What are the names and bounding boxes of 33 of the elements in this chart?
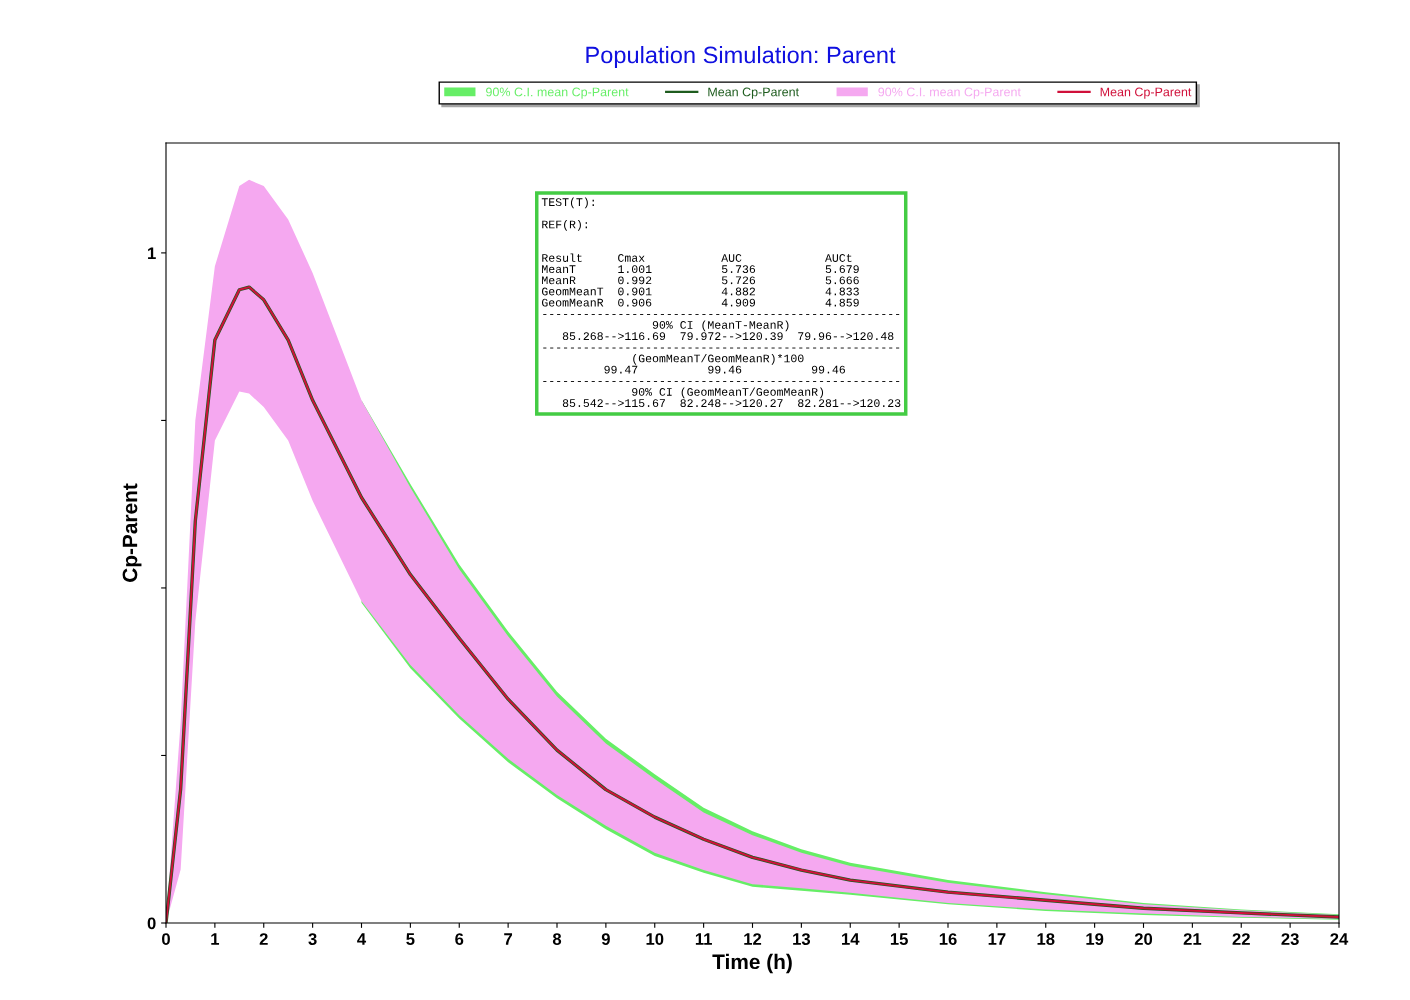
text: 90% C.I. mean Cp-Parent bbox=[486, 87, 629, 99]
legend-label: Mean Cp-Parent bbox=[708, 87, 799, 99]
x-tick-label: 4 bbox=[357, 933, 367, 945]
x-tick-label: 5 bbox=[406, 933, 415, 945]
x-tick-label: 9 bbox=[601, 933, 610, 945]
x-tick-label: 22 bbox=[1232, 933, 1250, 945]
x-tick-label: 3 bbox=[308, 933, 317, 945]
text: TEST(T): REF(R): Result Cmax AUC AUCt MeanT 1.001 5.736 5.679 MeanR 0.992 5.726 5.666 GeomMeanT 0.901 4.882 4.833 GeomMeanR 0.906 4.909 4.859 ---------------------------------------------------- 90% CI (MeanT-MeanR) 85.268-->116.69 79.972-->120.39 79.96-->120.48 ---------------------------------------------------- (GeomMeanT/GeomMeanR)*100 99.47 99.46 99.46 ---------------------------------------------------- 90% CI (GeomMeanT/GeomMeanR) 85.542-->115.67 82.248-->120.27 82.281-->120.23 bbox=[541, 197, 901, 408]
x-tick-label: 19 bbox=[1086, 933, 1104, 945]
x-tick-label: 0 bbox=[162, 933, 170, 945]
x-tick-label: 6 bbox=[455, 933, 464, 945]
x-tick-label: 18 bbox=[1037, 933, 1055, 945]
x-tick-label: 15 bbox=[890, 933, 908, 945]
text: 90% C.I. mean Cp-Parent bbox=[878, 87, 1021, 99]
x-tick-label: 7 bbox=[504, 933, 513, 945]
legend-label: Mean Cp-Parent bbox=[1100, 87, 1192, 99]
x-tick-label: 16 bbox=[939, 933, 957, 945]
chart-title: Population Simulation: Parent bbox=[586, 46, 896, 68]
x-tick-label: 21 bbox=[1183, 933, 1202, 945]
y-axis-title: Cp-Parent bbox=[122, 483, 142, 582]
x-tick-label: 10 bbox=[646, 933, 664, 945]
x-tick-label: 14 bbox=[842, 933, 860, 945]
x-tick-label: 2 bbox=[259, 933, 268, 945]
x-tick-label: 1 bbox=[211, 933, 220, 945]
x-axis-title: Time (h) bbox=[712, 953, 792, 974]
x-tick-label: 8 bbox=[552, 933, 562, 945]
x-tick-label: 20 bbox=[1134, 933, 1153, 945]
x-tick-label: 17 bbox=[988, 933, 1006, 945]
x-tick-label: 24 bbox=[1330, 933, 1349, 945]
x-tick-label: 11 bbox=[695, 933, 712, 945]
x-tick-label: 12 bbox=[744, 933, 762, 945]
x-tick-label: 23 bbox=[1281, 933, 1299, 945]
x-tick-label: 13 bbox=[793, 933, 811, 945]
